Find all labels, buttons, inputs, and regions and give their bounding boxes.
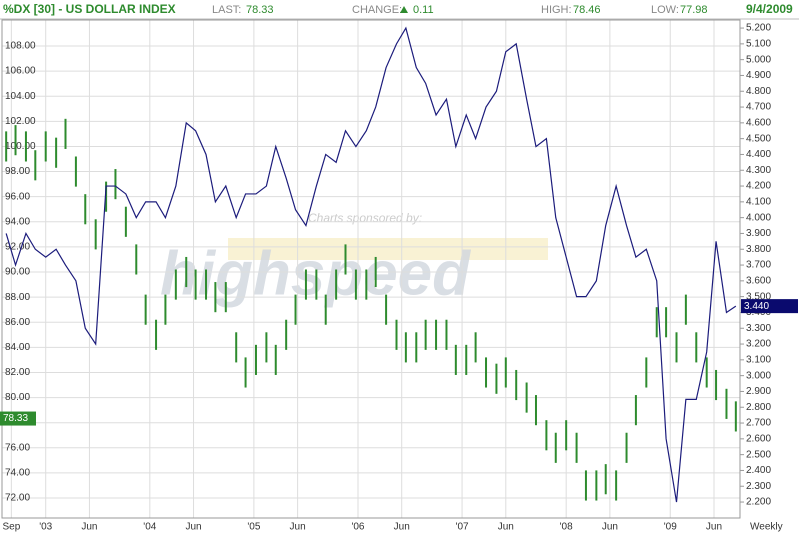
y2-tick-label: 3.700 bbox=[746, 260, 771, 271]
y2-tick-label: 5.100 bbox=[746, 38, 771, 49]
y-tick-label: 90.00 bbox=[5, 267, 30, 278]
yield-line bbox=[5, 26, 737, 503]
y2-tick-label: 3.300 bbox=[746, 323, 771, 334]
last-value: 78.33 bbox=[246, 4, 274, 16]
y-tick-label: 88.00 bbox=[5, 292, 30, 303]
x-tick-label: '03 bbox=[39, 522, 52, 533]
y-tick-label: 92.00 bbox=[5, 242, 30, 253]
x-tick-label: Sep bbox=[2, 522, 20, 533]
y-tick-label: 76.00 bbox=[5, 442, 30, 453]
y2-tick-label: 3.600 bbox=[746, 275, 771, 286]
y2-tick-label: 2.700 bbox=[746, 418, 771, 429]
high-label: HIGH: bbox=[541, 4, 572, 16]
y2-tick-label: 4.800 bbox=[746, 86, 771, 97]
x-tick-label: Jun bbox=[498, 522, 514, 533]
change-label: CHANGE: bbox=[352, 4, 402, 16]
y2-tick-label: 5.200 bbox=[746, 23, 771, 34]
last-price-tag bbox=[0, 411, 36, 426]
y2-tick-label: 4.100 bbox=[746, 196, 771, 207]
y-tick-label: 100.00 bbox=[5, 141, 36, 152]
last-label: LAST: bbox=[212, 4, 241, 16]
x-tick-label: '08 bbox=[560, 522, 573, 533]
y-tick-label: 102.00 bbox=[5, 116, 36, 127]
y2-tick-label: 4.900 bbox=[746, 70, 771, 81]
y2-tick-label: 2.300 bbox=[746, 481, 771, 492]
y2-tick-label: 2.800 bbox=[746, 402, 771, 413]
y-tick-label: 108.00 bbox=[5, 41, 36, 52]
last-value-label: 3.440 bbox=[744, 301, 769, 312]
low-value: 77.98 bbox=[680, 4, 708, 16]
x-tick-label: '04 bbox=[143, 522, 156, 533]
y2-tick-label: 4.300 bbox=[746, 165, 771, 176]
y2-tick-label: 3.900 bbox=[746, 228, 771, 239]
x-tick-label: '09 bbox=[664, 522, 677, 533]
y-tick-label: 96.00 bbox=[5, 191, 30, 202]
up-arrow bbox=[400, 6, 408, 13]
y-tick-label: 84.00 bbox=[5, 342, 30, 353]
y2-tick-label: 2.500 bbox=[746, 449, 771, 460]
y2-tick-label: 2.900 bbox=[746, 386, 771, 397]
chart-title: %DX [30] - US DOLLAR INDEX bbox=[3, 2, 176, 16]
high-value: 78.46 bbox=[573, 4, 601, 16]
y-tick-label: 80.00 bbox=[5, 392, 30, 403]
y2-tick-label: 2.200 bbox=[746, 497, 771, 508]
watermark-band bbox=[228, 238, 548, 260]
x-tick-label: Jun bbox=[394, 522, 410, 533]
y-tick-label: 106.00 bbox=[5, 66, 36, 77]
x-tick-label: Jun bbox=[81, 522, 97, 533]
y2-tick-label: 3.200 bbox=[746, 339, 771, 350]
y2-tick-label: 4.500 bbox=[746, 133, 771, 144]
y-tick-label: 86.00 bbox=[5, 317, 30, 328]
y2-tick-label: 3.800 bbox=[746, 244, 771, 255]
y-tick-label: 104.00 bbox=[5, 91, 36, 102]
plot-frame bbox=[1, 19, 741, 519]
y2-tick-label: 5.000 bbox=[746, 54, 771, 65]
change-value: 0.11 bbox=[413, 4, 434, 16]
y-tick-label: 82.00 bbox=[5, 367, 30, 378]
low-label: LOW: bbox=[651, 4, 679, 16]
y2-tick-label: 3.100 bbox=[746, 354, 771, 365]
y2-tick-label: 4.200 bbox=[746, 181, 771, 192]
x-tick-label: Jun bbox=[290, 522, 306, 533]
watermark-caption: Charts sponsored by: bbox=[308, 211, 422, 225]
last-price-label: 78.33 bbox=[3, 413, 28, 424]
y2-tick-label: 3.000 bbox=[746, 370, 771, 381]
x-tick-label: Jun bbox=[706, 522, 722, 533]
x-axis-label: Weekly bbox=[750, 522, 783, 533]
y2-tick-label: 4.700 bbox=[746, 102, 771, 113]
x-tick-label: '07 bbox=[456, 522, 469, 533]
y-tick-label: 98.00 bbox=[5, 166, 30, 177]
y2-tick-label: 3.500 bbox=[746, 291, 771, 302]
x-tick-label: Jun bbox=[185, 522, 201, 533]
y2-tick-label: 4.000 bbox=[746, 212, 771, 223]
y2-tick-label: 4.600 bbox=[746, 117, 771, 128]
date: 9/4/2009 bbox=[746, 2, 793, 16]
y2-tick-label: 4.400 bbox=[746, 149, 771, 160]
y-tick-label: 74.00 bbox=[5, 468, 30, 479]
x-tick-label: Jun bbox=[602, 522, 618, 533]
x-tick-label: '06 bbox=[351, 522, 364, 533]
y2-tick-label: 2.400 bbox=[746, 465, 771, 476]
y2-tick-label: 2.600 bbox=[746, 433, 771, 444]
last-value-tag bbox=[741, 299, 798, 314]
y-tick-label: 94.00 bbox=[5, 216, 30, 227]
x-tick-label: '05 bbox=[247, 522, 260, 533]
y-tick-label: 72.00 bbox=[5, 493, 30, 504]
